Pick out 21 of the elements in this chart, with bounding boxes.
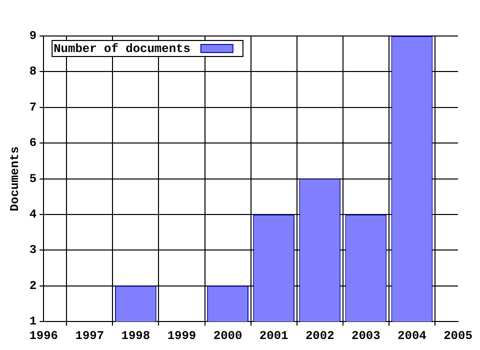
y-tick-label: 2 [29, 278, 37, 293]
y-tick-label: 7 [29, 100, 37, 114]
y-tick-label: 9 [29, 29, 37, 44]
x-tick-label: 2003 [352, 328, 380, 343]
y-tick-label: 6 [29, 136, 37, 150]
y-tick-label: 5 [29, 172, 37, 186]
x-tick-label: 2005 [444, 328, 472, 343]
x-tick-label: 1998 [121, 328, 150, 343]
x-tick-label: 2000 [213, 328, 242, 343]
y-tick-label: 4 [29, 208, 37, 222]
y-tick-label: 1 [29, 314, 37, 329]
x-tick-label: 2001 [259, 328, 288, 343]
x-tick-label: 1997 [75, 328, 104, 343]
x-tick-label: 1996 [29, 328, 58, 343]
y-tick-label: 8 [29, 64, 37, 79]
x-tick-label: 2004 [398, 328, 426, 343]
x-tick-label: 1999 [167, 328, 196, 343]
x-tick-label: 2002 [305, 328, 334, 343]
legend-label: Number of documents [54, 42, 190, 56]
y-axis-title: Documents [8, 146, 22, 212]
y-tick-label: 3 [29, 243, 37, 258]
